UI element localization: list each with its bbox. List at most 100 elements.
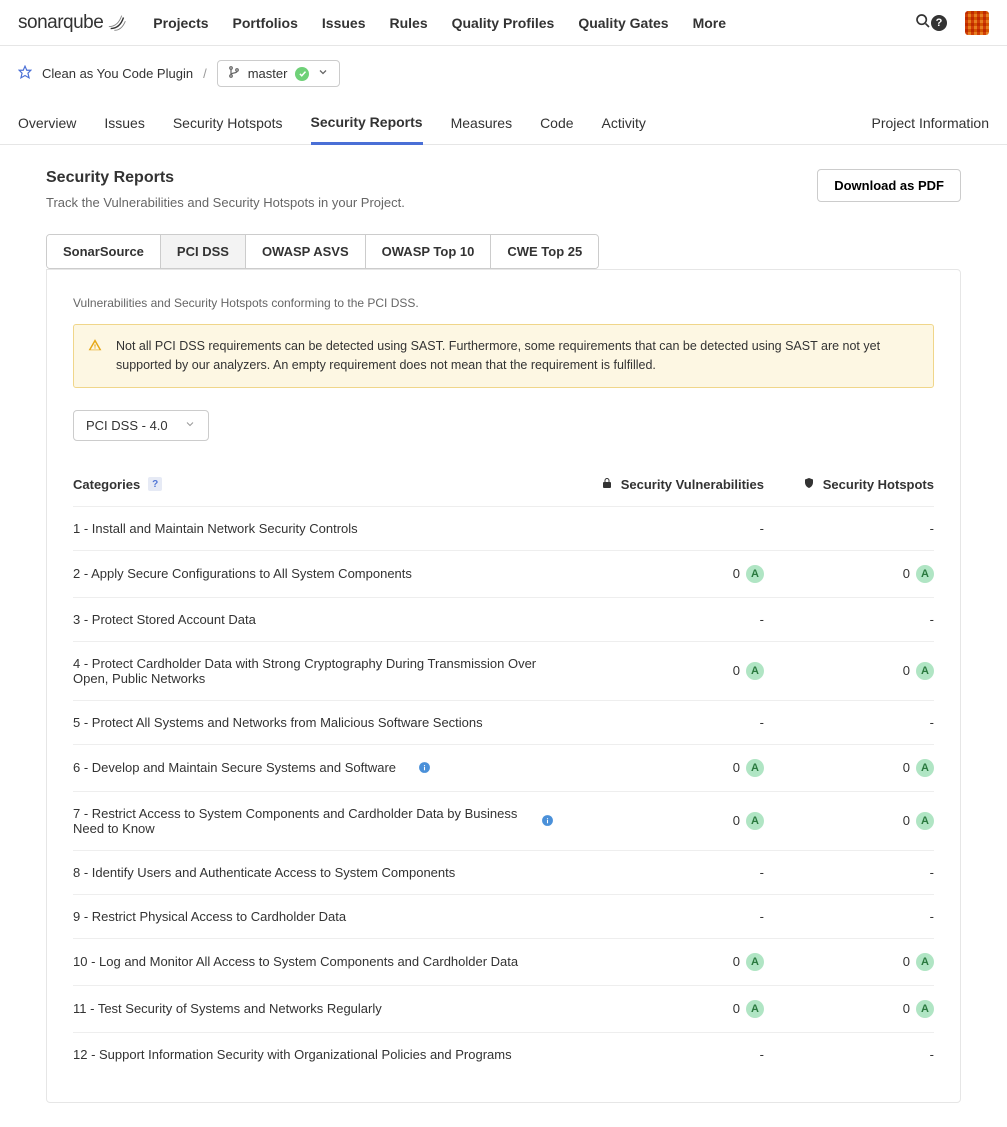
categories-table: Categories ? Security Vulnerabilities Se… — [73, 477, 934, 1076]
search-icon[interactable] — [915, 13, 931, 32]
hotspot-rating: A — [916, 953, 934, 971]
category-label: 3 - Protect Stored Account Data — [73, 612, 256, 627]
table-row[interactable]: 9 - Restrict Physical Access to Cardhold… — [73, 894, 934, 938]
category-label: 8 - Identify Users and Authenticate Acce… — [73, 865, 455, 880]
info-icon[interactable] — [541, 814, 554, 827]
category-cell: 10 - Log and Monitor All Access to Syste… — [73, 954, 574, 969]
category-label: 4 - Protect Cardholder Data with Strong … — [73, 656, 554, 686]
version-selector[interactable]: PCI DSS - 4.0 — [73, 410, 209, 441]
tab-measures[interactable]: Measures — [451, 101, 512, 144]
logo-icon — [107, 12, 129, 34]
logo[interactable]: sonarqube — [18, 12, 129, 34]
vulnerability-count: 0 — [733, 663, 740, 678]
hotspots-cell: 0A — [764, 759, 934, 777]
col-header-vulnerabilities: Security Vulnerabilities — [574, 477, 764, 492]
report-tab-cwe-top-25[interactable]: CWE Top 25 — [491, 235, 598, 268]
hotspot-count: 0 — [903, 760, 910, 775]
lock-icon — [601, 477, 613, 492]
chevron-down-icon — [184, 418, 196, 433]
vulnerabilities-cell: - — [574, 865, 764, 880]
empty-value: - — [930, 1047, 934, 1062]
branch-selector[interactable]: master — [217, 60, 341, 87]
empty-value: - — [930, 715, 934, 730]
shield-icon — [803, 477, 815, 492]
help-icon[interactable]: ? — [148, 477, 162, 491]
hotspots-cell: 0A — [764, 812, 934, 830]
hotspot-rating: A — [916, 759, 934, 777]
category-cell: 3 - Protect Stored Account Data — [73, 612, 574, 627]
report-tab-sonarsource[interactable]: SonarSource — [47, 235, 161, 268]
category-label: 10 - Log and Monitor All Access to Syste… — [73, 954, 518, 969]
logo-text: sonarqube — [18, 12, 103, 34]
col-header-categories-label: Categories — [73, 477, 140, 492]
table-row[interactable]: 10 - Log and Monitor All Access to Syste… — [73, 938, 934, 985]
empty-value: - — [930, 612, 934, 627]
report-type-tabs: SonarSourcePCI DSSOWASP ASVSOWASP Top 10… — [46, 234, 599, 269]
table-header: Categories ? Security Vulnerabilities Se… — [73, 477, 934, 506]
category-label: 9 - Restrict Physical Access to Cardhold… — [73, 909, 346, 924]
tab-activity[interactable]: Activity — [602, 101, 646, 144]
table-body: 1 - Install and Maintain Network Securit… — [73, 506, 934, 1076]
top-nav-projects[interactable]: Projects — [153, 15, 208, 31]
table-row[interactable]: 4 - Protect Cardholder Data with Strong … — [73, 641, 934, 700]
category-cell: 7 - Restrict Access to System Components… — [73, 806, 574, 836]
table-row[interactable]: 11 - Test Security of Systems and Networ… — [73, 985, 934, 1032]
hotspots-cell: - — [764, 715, 934, 730]
avatar[interactable] — [965, 11, 989, 35]
help-icon[interactable]: ? — [931, 15, 947, 31]
category-cell: 8 - Identify Users and Authenticate Acce… — [73, 865, 574, 880]
hotspot-rating: A — [916, 1000, 934, 1018]
table-row[interactable]: 1 - Install and Maintain Network Securit… — [73, 506, 934, 550]
vulnerabilities-cell: - — [574, 715, 764, 730]
info-icon[interactable] — [418, 761, 431, 774]
hotspot-count: 0 — [903, 566, 910, 581]
branch-status-icon — [295, 67, 309, 81]
top-nav-more[interactable]: More — [693, 15, 726, 31]
project-information-link[interactable]: Project Information — [872, 115, 990, 131]
table-row[interactable]: 7 - Restrict Access to System Components… — [73, 791, 934, 850]
hotspots-cell: 0A — [764, 953, 934, 971]
table-row[interactable]: 5 - Protect All Systems and Networks fro… — [73, 700, 934, 744]
table-row[interactable]: 12 - Support Information Security with O… — [73, 1032, 934, 1076]
top-nav-quality-profiles[interactable]: Quality Profiles — [452, 15, 555, 31]
category-label: 1 - Install and Maintain Network Securit… — [73, 521, 358, 536]
tab-issues[interactable]: Issues — [104, 101, 144, 144]
table-row[interactable]: 2 - Apply Secure Configurations to All S… — [73, 550, 934, 597]
vulnerabilities-cell: 0A — [574, 759, 764, 777]
page-subtitle: Track the Vulnerabilities and Security H… — [46, 195, 405, 210]
favorite-icon[interactable] — [18, 65, 32, 82]
project-name[interactable]: Clean as You Code Plugin — [42, 66, 193, 81]
table-row[interactable]: 3 - Protect Stored Account Data-- — [73, 597, 934, 641]
top-nav-issues[interactable]: Issues — [322, 15, 366, 31]
col-header-categories: Categories ? — [73, 477, 574, 492]
tab-security-reports[interactable]: Security Reports — [311, 102, 423, 145]
tab-code[interactable]: Code — [540, 101, 573, 144]
top-navbar: sonarqube Projects Portfolios Issues Rules Q… — [0, 0, 1007, 46]
report-tab-owasp-top-10[interactable]: OWASP Top 10 — [366, 235, 492, 268]
vulnerability-rating: A — [746, 565, 764, 583]
warning-box: Not all PCI DSS requirements can be dete… — [73, 324, 934, 388]
tab-overview[interactable]: Overview — [18, 101, 76, 144]
category-cell: 12 - Support Information Security with O… — [73, 1047, 574, 1062]
category-cell: 5 - Protect All Systems and Networks fro… — [73, 715, 574, 730]
vulnerabilities-cell: 0A — [574, 812, 764, 830]
report-tab-owasp-asvs[interactable]: OWASP ASVS — [246, 235, 366, 268]
table-row[interactable]: 6 - Develop and Maintain Secure Systems … — [73, 744, 934, 791]
vulnerabilities-cell: - — [574, 521, 764, 536]
col-header-vulnerabilities-label: Security Vulnerabilities — [621, 477, 764, 492]
hotspot-count: 0 — [903, 813, 910, 828]
download-pdf-button[interactable]: Download as PDF — [817, 169, 961, 202]
vulnerability-rating: A — [746, 812, 764, 830]
top-nav-quality-gates[interactable]: Quality Gates — [578, 15, 668, 31]
hotspot-rating: A — [916, 662, 934, 680]
top-nav-rules[interactable]: Rules — [389, 15, 427, 31]
category-label: 7 - Restrict Access to System Components… — [73, 806, 519, 836]
panel-description: Vulnerabilities and Security Hotspots co… — [73, 296, 934, 310]
report-tab-pci-dss[interactable]: PCI DSS — [161, 235, 246, 268]
table-row[interactable]: 8 - Identify Users and Authenticate Acce… — [73, 850, 934, 894]
report-panel: Vulnerabilities and Security Hotspots co… — [46, 269, 961, 1103]
tab-security-hotspots[interactable]: Security Hotspots — [173, 101, 283, 144]
top-nav-portfolios[interactable]: Portfolios — [233, 15, 298, 31]
hotspots-cell: 0A — [764, 565, 934, 583]
vulnerabilities-cell: - — [574, 1047, 764, 1062]
